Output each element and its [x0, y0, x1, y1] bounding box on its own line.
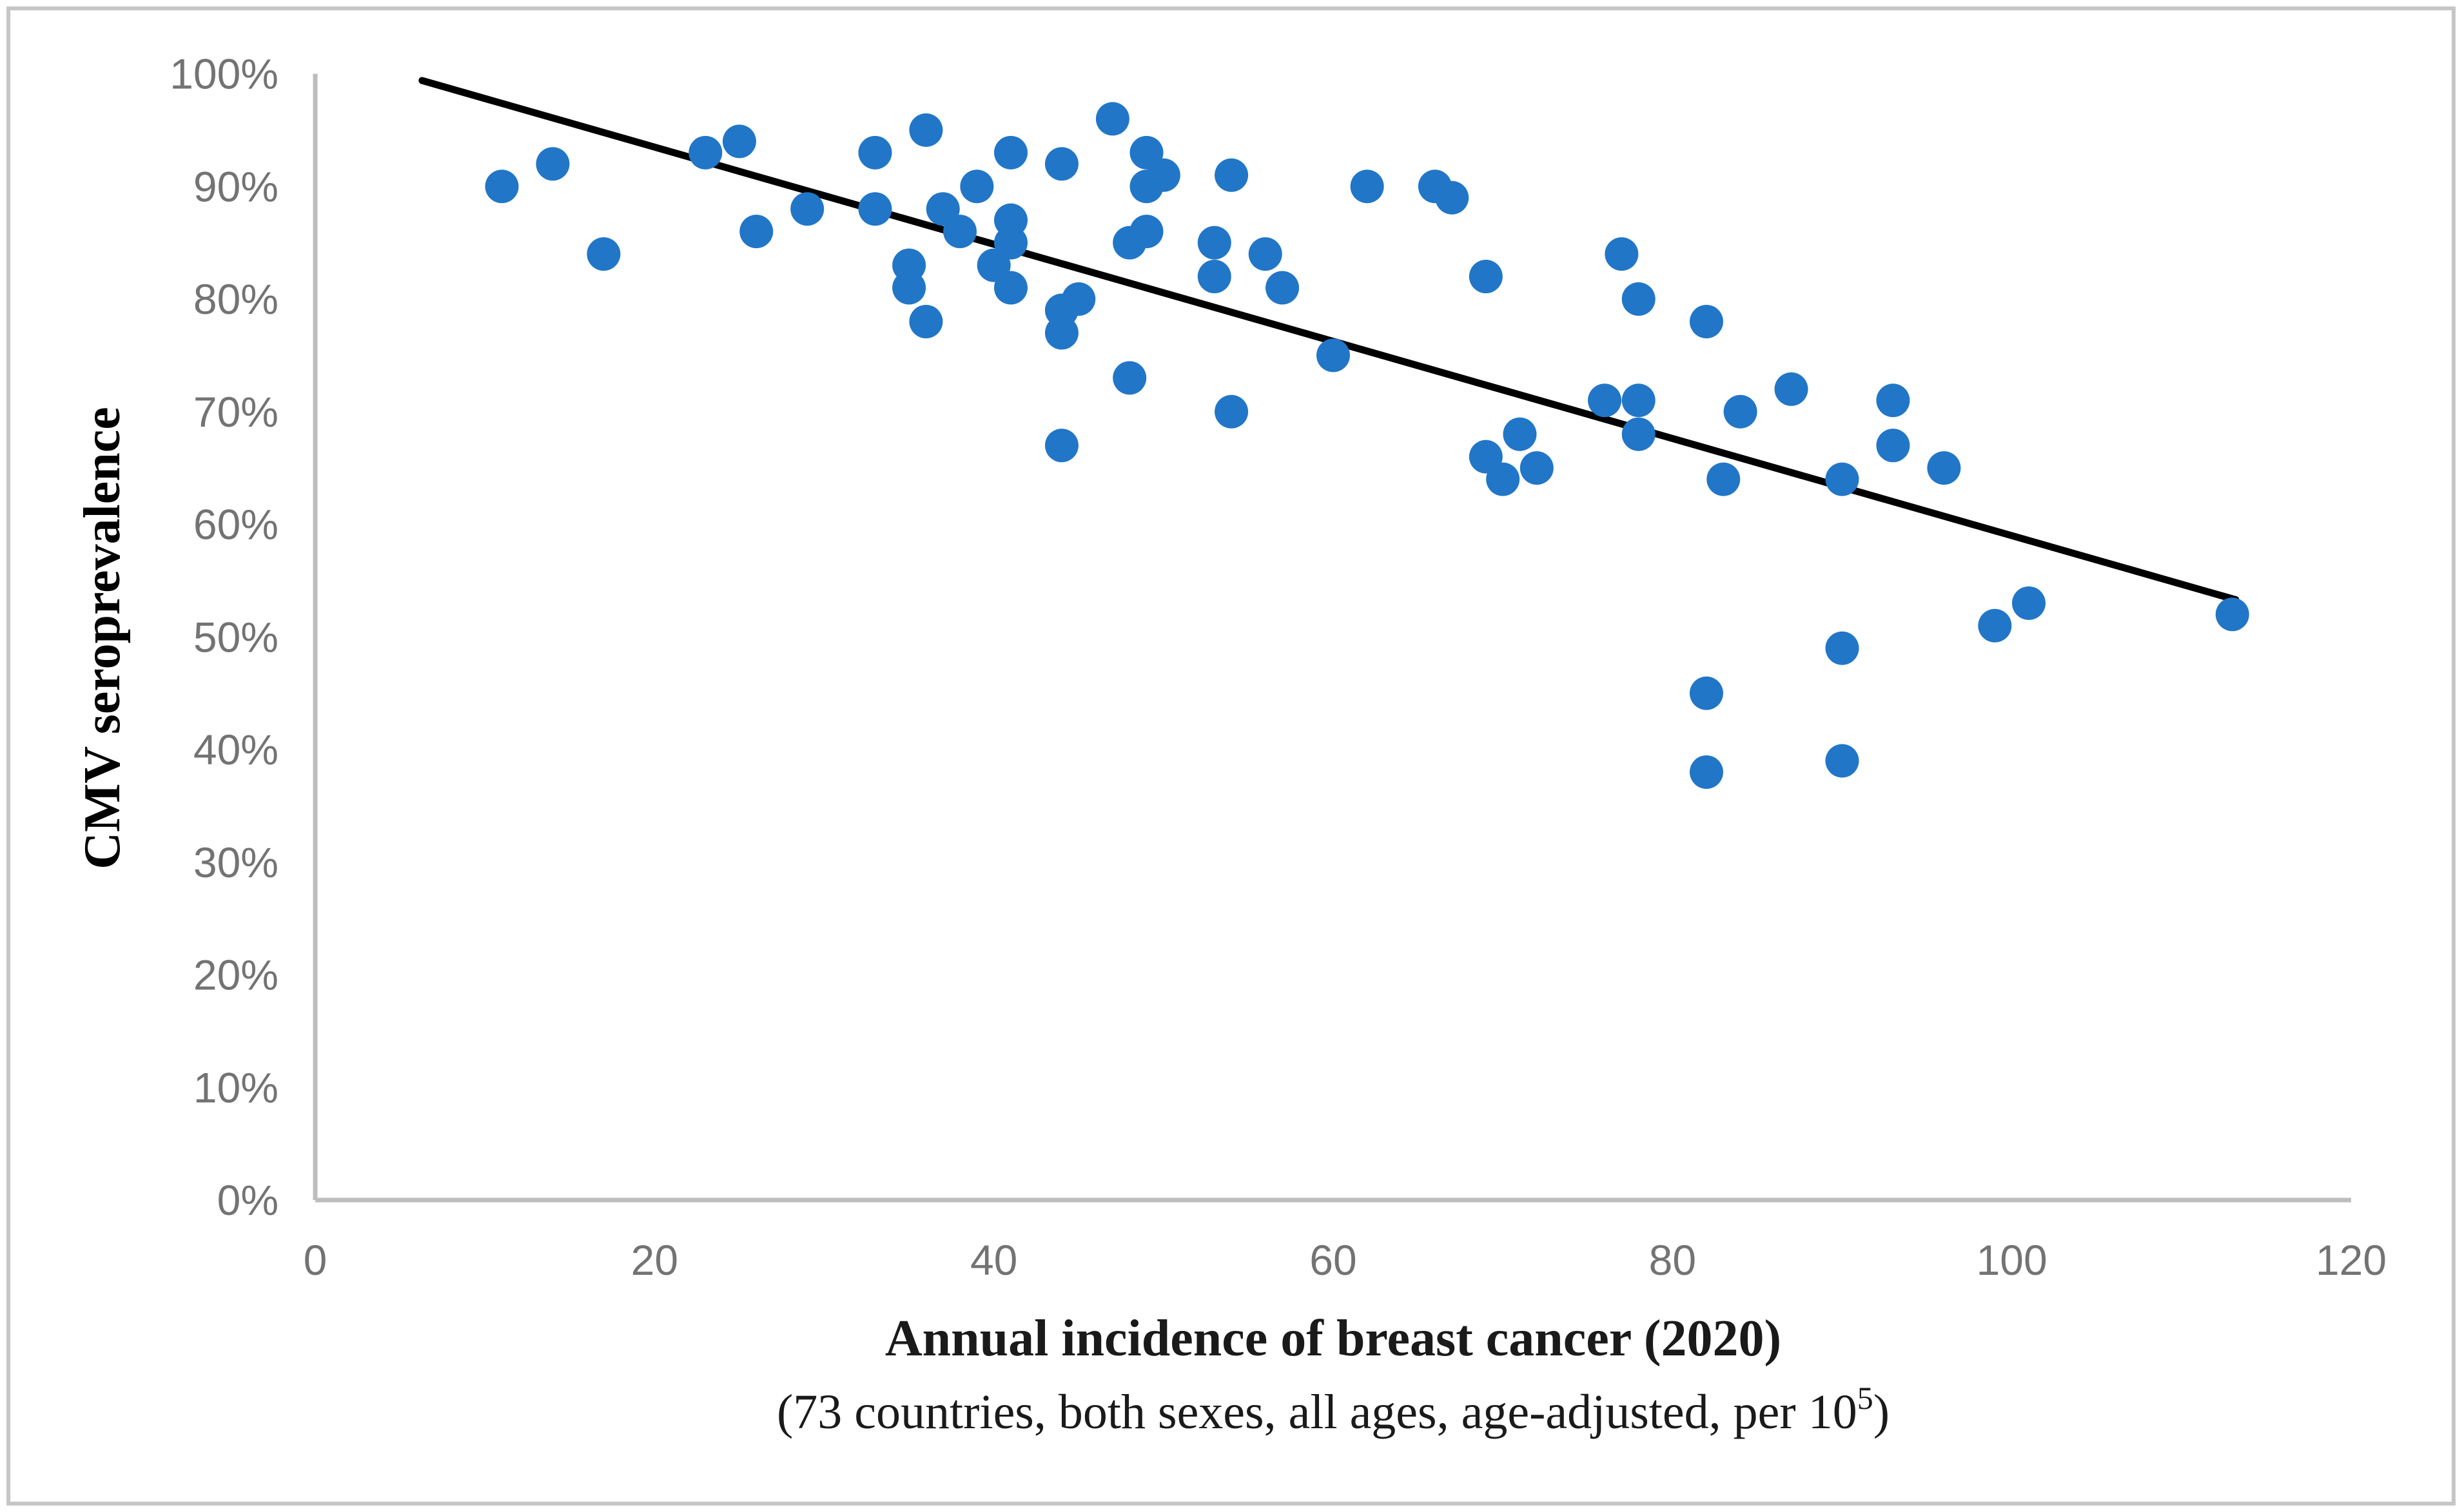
scatter-point [858, 135, 892, 170]
scatter-point [960, 170, 994, 204]
scatter-point [1215, 158, 1249, 192]
scatter-point [1486, 462, 1520, 496]
scatter-point [1825, 462, 1859, 496]
scatter-point [536, 147, 570, 181]
x-tick-label: 20 [631, 1236, 678, 1284]
x-tick-label: 40 [970, 1236, 1017, 1284]
x-tick-label: 0 [304, 1236, 327, 1284]
chart-subtitle-text: (73 countries, both sexes, all ages, age… [777, 1385, 1857, 1439]
y-tick-label: 80% [193, 275, 278, 323]
y-tick-label: 90% [193, 162, 278, 210]
scatter-point [1621, 282, 1656, 316]
scatter-point [1825, 631, 1859, 665]
scatter-point [1503, 417, 1537, 451]
scatter-point [858, 192, 892, 226]
plot-area: 0% 10% 20% 30% 40% 50% 60% 70% 80% 90% 100% 0 20 40 60… [170, 50, 2387, 1284]
y-axis-title: CMV seroprevalence [74, 407, 131, 869]
scatter-point [1146, 158, 1180, 192]
scatter-point [1265, 271, 1300, 305]
y-tick-label: 70% [193, 388, 278, 436]
x-tick-label: 60 [1309, 1236, 1356, 1284]
scatter-point [1044, 147, 1079, 181]
scatter-point [689, 135, 723, 170]
scatter-point [909, 113, 943, 147]
x-tick-label: 80 [1649, 1236, 1696, 1284]
scatter-point [1689, 304, 1723, 338]
scatter-point [1129, 215, 1164, 249]
scatter-point [1689, 676, 1723, 710]
scatter-point [1469, 260, 1503, 294]
chart-title: Annual incidence of breast cancer (2020) [885, 1310, 1781, 1367]
scatter-point [943, 215, 977, 249]
scatter-point [722, 124, 756, 159]
scatter-point [1774, 372, 1808, 406]
scatter-point [1044, 429, 1079, 463]
y-tick-label: 60% [193, 501, 278, 548]
scatter-point [1519, 451, 1554, 485]
chart-subtitle-superscript: 5 [1857, 1380, 1873, 1416]
y-tick-label: 10% [193, 1063, 278, 1111]
scatter-point [1113, 361, 1147, 395]
scatter-point [2011, 586, 2046, 620]
scatter-point [1689, 755, 1723, 789]
scatter-point [1435, 180, 1469, 215]
x-tick-label: 120 [2316, 1236, 2387, 1284]
scatter-point [1316, 338, 1351, 373]
y-tick-label: 30% [193, 838, 278, 886]
scatter-point [739, 215, 774, 249]
scatter-point [1978, 608, 2012, 643]
chart-subtitle-close-paren: ) [1873, 1385, 1890, 1439]
scatter-point [1927, 451, 1961, 485]
scatter-point [1723, 394, 1757, 429]
scatter-point [1197, 226, 1231, 260]
scatter-point [1095, 102, 1129, 136]
scatter-point [1621, 417, 1656, 451]
chart-subtitle: (73 countries, both sexes, all ages, age… [777, 1380, 1890, 1439]
scatter-point [1825, 744, 1859, 778]
scatter-point [993, 271, 1028, 305]
scatter-point [1062, 282, 1096, 316]
y-tick-label: 50% [193, 613, 278, 661]
scatter-point [1876, 383, 1910, 418]
scatter-point [1621, 383, 1656, 418]
scatter-point [993, 135, 1028, 170]
scatter-point [790, 192, 825, 226]
scatter-point [1350, 170, 1384, 204]
scatter-point [1605, 237, 1639, 271]
x-tick-label: 100 [1977, 1236, 2047, 1284]
y-tick-label: 0% [217, 1176, 278, 1224]
scatter-point [1044, 316, 1079, 350]
scatter-point [1248, 237, 1282, 271]
y-tick-label: 100% [170, 50, 278, 98]
scatter-point [1876, 429, 1910, 463]
scatter-point [485, 170, 519, 204]
y-tick-label: 20% [193, 951, 278, 999]
scatter-point [1215, 394, 1249, 429]
scatter-point [587, 237, 621, 271]
scatter-point [892, 271, 926, 305]
scatter-point [1706, 462, 1741, 496]
y-tick-label: 40% [193, 726, 278, 773]
scatter-point [1197, 260, 1231, 294]
scatter-point [2215, 597, 2249, 632]
scatter-point [909, 304, 943, 338]
scatter-point [1588, 383, 1622, 418]
